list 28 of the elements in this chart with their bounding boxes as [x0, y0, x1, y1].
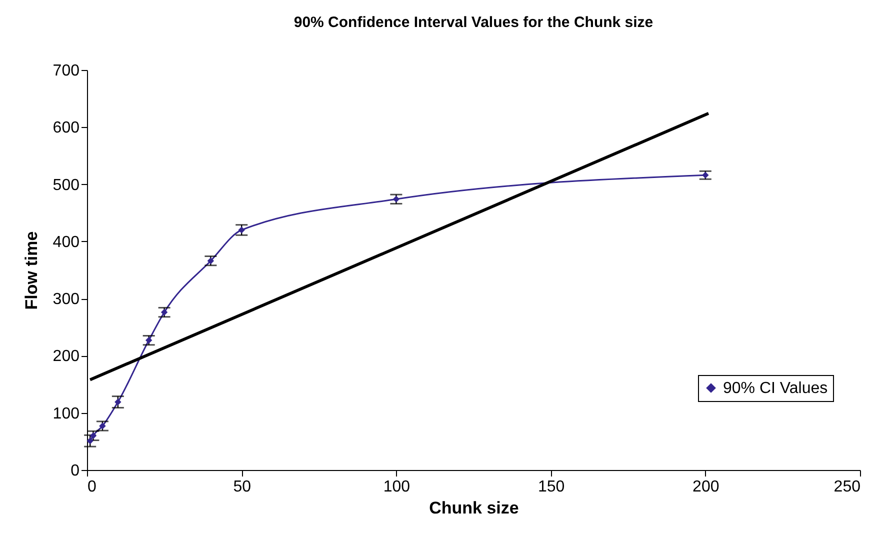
x-axis-title: Chunk size	[429, 498, 519, 518]
x-tick-label: 0	[88, 478, 96, 496]
point	[114, 398, 122, 406]
y-tick-label: 400	[52, 234, 80, 251]
x-tick-label: 200	[692, 478, 720, 496]
x-tick-label: 100	[383, 478, 410, 496]
point	[99, 422, 106, 430]
y-tick-label: 0	[70, 462, 80, 480]
y-tick-label: 500	[52, 176, 80, 194]
point	[86, 438, 94, 444]
point	[90, 432, 97, 440]
point	[238, 226, 245, 234]
legend-label: 90% CI Values	[723, 380, 828, 397]
y-tick-label: 700	[52, 62, 80, 80]
y-tick-label: 200	[52, 348, 80, 366]
y-tick-label: 100	[52, 405, 80, 422]
point	[207, 258, 214, 264]
y-tick-label: 300	[52, 291, 80, 308]
chart-title: 90% Confidence Interval Values for the Chunk size	[294, 14, 654, 31]
x-tick-label: 250	[834, 478, 861, 496]
point	[145, 336, 152, 344]
point	[702, 172, 709, 178]
point	[160, 308, 168, 316]
x-tick-label: 50	[233, 478, 252, 496]
x-tick-label: 150	[538, 478, 565, 496]
y-axis-title: Flow time	[22, 231, 41, 310]
point	[392, 196, 400, 202]
y-tick-label: 600	[52, 120, 80, 137]
